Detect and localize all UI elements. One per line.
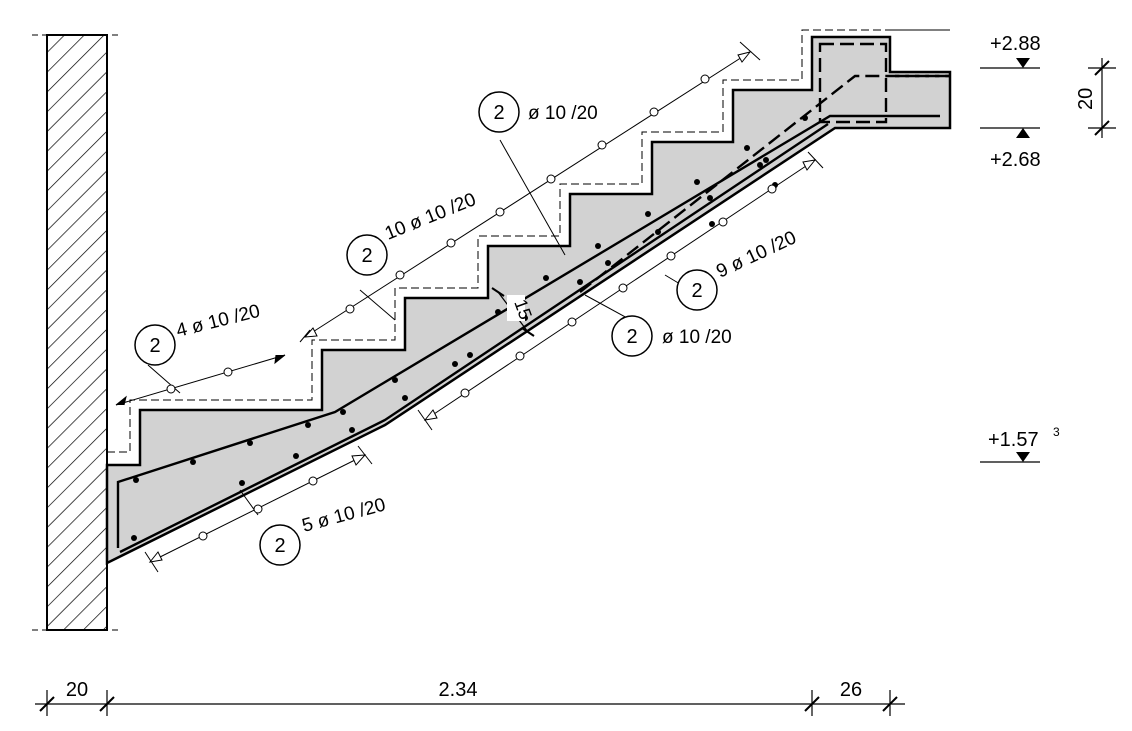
dim-run: 2.34 <box>439 679 478 701</box>
callout-b5: 2 ø 10 /20 <box>611 315 732 357</box>
callout-b3: 2 ø 10 /20 <box>478 91 598 133</box>
svg-text:5 ø 10 /20: 5 ø 10 /20 <box>300 494 388 536</box>
concrete-section <box>105 35 952 566</box>
landing-stirrup <box>818 42 888 124</box>
svg-text:ø 10 /20: ø 10 /20 <box>662 327 732 348</box>
svg-text:9 ø 10 /20: 9 ø 10 /20 <box>713 227 799 282</box>
level-mid: +1.57 3 <box>980 425 1060 463</box>
stair-flight <box>105 29 952 566</box>
callout-b6: 2 5 ø 10 /20 <box>259 494 388 566</box>
extent-4-line <box>115 354 286 406</box>
bottom-bar-lower <box>119 123 829 554</box>
callout-b1: 2 4 ø 10 /20 <box>134 301 262 366</box>
svg-text:10 ø 10 /20: 10 ø 10 /20 <box>382 189 479 244</box>
reinforcement <box>116 42 950 554</box>
svg-text:2: 2 <box>149 335 160 357</box>
callout-b2: 2 10 ø 10 /20 <box>346 189 479 276</box>
bar-tick-circles <box>166 74 777 541</box>
arrow-heads <box>148 51 817 563</box>
extent-10-line <box>304 51 751 338</box>
level-top: +2.88 <box>980 33 1041 69</box>
svg-text:2: 2 <box>626 326 637 348</box>
dim-landing: 26 <box>840 679 862 701</box>
svg-text:2: 2 <box>691 280 702 302</box>
bottom-bar <box>116 114 940 548</box>
bar-callouts: 2 4 ø 10 /20 2 10 ø 10 /20 2 ø 10 /20 2 … <box>134 91 800 566</box>
svg-text:ø 10 /20: ø 10 /20 <box>528 103 598 124</box>
bottom-dimension: 20 2.34 26 <box>35 679 905 716</box>
landing-thickness-dim: 20 <box>1075 58 1116 138</box>
svg-text:4 ø 10 /20: 4 ø 10 /20 <box>174 301 262 342</box>
wall-hatch <box>46 34 108 631</box>
svg-text:2: 2 <box>274 535 285 557</box>
formwork-outline <box>107 29 950 453</box>
distribution-bars <box>131 115 808 541</box>
svg-text:+1.57: +1.57 <box>988 429 1039 451</box>
wall <box>32 34 122 631</box>
svg-text:2: 2 <box>361 245 372 267</box>
svg-text:+2.68: +2.68 <box>990 149 1041 171</box>
level-landing: +2.68 <box>980 127 1041 171</box>
svg-text:20: 20 <box>1075 88 1097 110</box>
svg-text:+2.88: +2.88 <box>990 33 1041 55</box>
dim-wall: 20 <box>66 679 88 701</box>
svg-text:2: 2 <box>493 102 504 124</box>
level-markers: +2.88 +2.68 +1.57 3 20 <box>980 33 1116 463</box>
svg-text:3: 3 <box>1053 425 1060 439</box>
slab-thickness-dim: 15 <box>491 287 536 337</box>
